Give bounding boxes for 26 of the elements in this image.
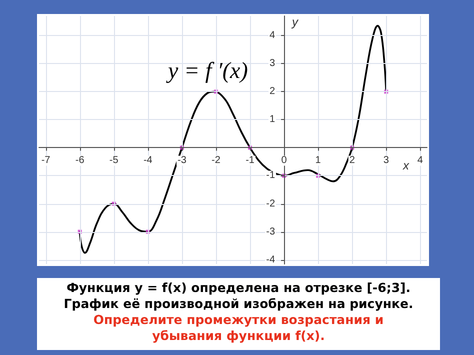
x-tick-label: 1: [315, 155, 322, 166]
x-tick-label: -1: [246, 155, 255, 166]
x-tick-label: 2: [349, 155, 356, 166]
y-tick-label: -3: [266, 226, 276, 238]
text: График её производной изображен на рисунке.: [62, 296, 414, 312]
text: Функция y = f(x) определена на отрезке [-6;3].: [66, 280, 412, 296]
text: Определите промежутки возрастания и убывания функции f(x).: [92, 312, 385, 344]
x-tick-label: 0: [281, 155, 288, 166]
x-tick-label: -4: [143, 155, 153, 166]
y-tick-label: 1: [269, 114, 276, 126]
y-axis-title: y: [291, 15, 300, 29]
y-tick-label: -1: [266, 170, 276, 182]
x-axis-title: x: [402, 158, 410, 173]
x-tick-label: -3: [177, 155, 187, 166]
x-tick-label: 3: [383, 155, 390, 166]
x-tick-label: -2: [212, 155, 221, 166]
y-tick-label: 4: [269, 30, 276, 42]
x-tick-label: 4: [417, 155, 424, 166]
x-tick-label: -7: [41, 155, 51, 166]
x-tick-label: -6: [75, 155, 85, 166]
y-tick-label: -4: [266, 254, 276, 266]
y-tick-label: -2: [266, 198, 276, 210]
x-tick-label: -5: [109, 155, 119, 166]
y-tick-label: 3: [269, 58, 276, 70]
annotation: y = f ′(x): [168, 58, 248, 84]
y-tick-label: 2: [269, 86, 276, 98]
